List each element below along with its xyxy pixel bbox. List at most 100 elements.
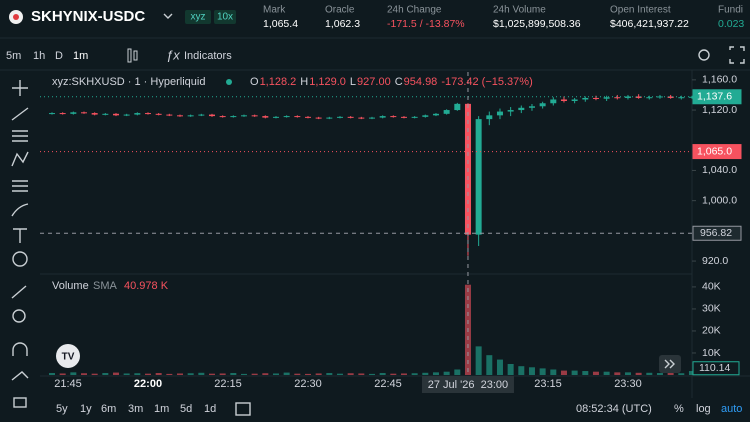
candle-body [571, 99, 578, 101]
indicators-button[interactable]: Indicators [184, 50, 232, 62]
volume-bar [539, 368, 546, 375]
interval-button[interactable]: 1m [73, 50, 88, 62]
range-button[interactable]: 3m [128, 403, 143, 415]
market-logo-dot [13, 14, 19, 20]
range-button[interactable]: 6m [101, 403, 116, 415]
crosshair-tool[interactable] [12, 80, 28, 96]
candle-type-icon-2 [133, 50, 138, 61]
volume-bar [336, 373, 343, 375]
scroll-right-button[interactable] [659, 355, 681, 373]
volume-bar [422, 372, 429, 375]
candle-body [336, 116, 343, 118]
tv-logo-circle [56, 344, 80, 368]
volume-tick-label: 40K [702, 281, 721, 293]
candle-body [91, 113, 98, 115]
auto-toggle[interactable]: auto [721, 403, 742, 415]
candle-body [496, 111, 503, 116]
y-tick-label: 1,000.0 [702, 194, 737, 206]
lock-draw-tool[interactable] [11, 371, 29, 381]
range-button[interactable]: 5y [56, 403, 68, 415]
stat-value: $406,421,937.22 [610, 18, 689, 30]
candle-body [432, 113, 439, 116]
candle-body [144, 113, 151, 115]
candle-body [646, 97, 653, 99]
candle-body [454, 103, 461, 111]
candle-body [304, 116, 311, 118]
trendline-tool[interactable] [11, 107, 29, 121]
volume-bar [582, 371, 589, 375]
range-button[interactable]: 5d [180, 403, 192, 415]
range-button[interactable]: 1d [204, 403, 216, 415]
stat-value: 1,062.3 [325, 18, 360, 30]
log-toggle[interactable]: log [696, 403, 711, 415]
crosshair-time-box [421, 376, 514, 393]
candle-body [112, 113, 119, 116]
y-tick-label: 920.0 [702, 255, 728, 267]
volume-bar [326, 373, 333, 375]
volume-bar [262, 373, 269, 375]
range-button[interactable]: 1m [154, 403, 169, 415]
fx-icon: ƒx [166, 47, 180, 62]
market-symbol[interactable]: SKHYNIX-USDC [31, 8, 145, 25]
percent-toggle[interactable]: % [674, 403, 684, 415]
text-tool[interactable] [13, 228, 27, 243]
candle-body [550, 99, 557, 104]
leverage-text: 10x [217, 12, 233, 23]
legend-value: 927.00 [357, 76, 391, 88]
candle-body [208, 114, 215, 117]
interval-button[interactable]: D [55, 50, 63, 62]
volume-bar [144, 373, 151, 375]
zoom-tool[interactable] [12, 309, 26, 323]
candle-body [486, 115, 493, 120]
volume-bar [518, 366, 525, 375]
volume-bar [656, 373, 663, 375]
volume-bar [592, 371, 599, 375]
candle-body [134, 113, 141, 115]
y-tick-label: 1,160.0 [702, 74, 737, 86]
interval-button[interactable]: 1h [33, 50, 45, 62]
legend-value: 954.98 [404, 76, 438, 88]
volume-bar [667, 373, 674, 375]
pattern-tool[interactable] [11, 151, 29, 167]
volume-bar [198, 372, 205, 375]
lock-tool[interactable] [13, 397, 27, 408]
status-dot [226, 79, 232, 85]
candle-body [123, 114, 130, 116]
volume-bar [166, 373, 173, 375]
volume-bar [283, 372, 290, 375]
emoji-tool[interactable] [12, 251, 28, 267]
market-chevron[interactable] [163, 13, 173, 19]
volume-bar [134, 373, 141, 375]
volume-tick-label: 10K [702, 347, 721, 359]
candle-body [326, 117, 333, 119]
zoom-icon[interactable] [698, 49, 710, 61]
candle-body [80, 112, 87, 114]
candle-body [443, 110, 450, 114]
calendar-icon[interactable] [235, 402, 251, 416]
brush-tool[interactable] [11, 203, 29, 217]
projection-tool[interactable] [12, 180, 28, 192]
candle-type-icon[interactable] [127, 48, 132, 63]
ruler-tool[interactable] [11, 285, 27, 299]
candle-body [368, 117, 375, 119]
volume-bar [507, 363, 514, 375]
magnet-tool[interactable] [12, 342, 28, 356]
range-button[interactable]: 1y [80, 403, 92, 415]
volume-bar [411, 373, 418, 375]
volume-bar [646, 372, 653, 375]
volume-bar [475, 346, 482, 375]
interval-button[interactable]: 5m [6, 50, 21, 62]
x-tick-label: 22:00 [134, 378, 162, 390]
volume-tick-label: 20K [702, 325, 721, 337]
candle-body [70, 112, 77, 114]
volume-bar [379, 373, 386, 375]
volume-bar [59, 373, 66, 375]
fullscreen-icon[interactable] [729, 46, 745, 64]
candle-body [262, 116, 269, 118]
stat-label: Oracle [325, 5, 355, 16]
candle-body [656, 96, 663, 98]
fib-tool[interactable] [12, 130, 28, 142]
volume-bar [358, 373, 365, 375]
